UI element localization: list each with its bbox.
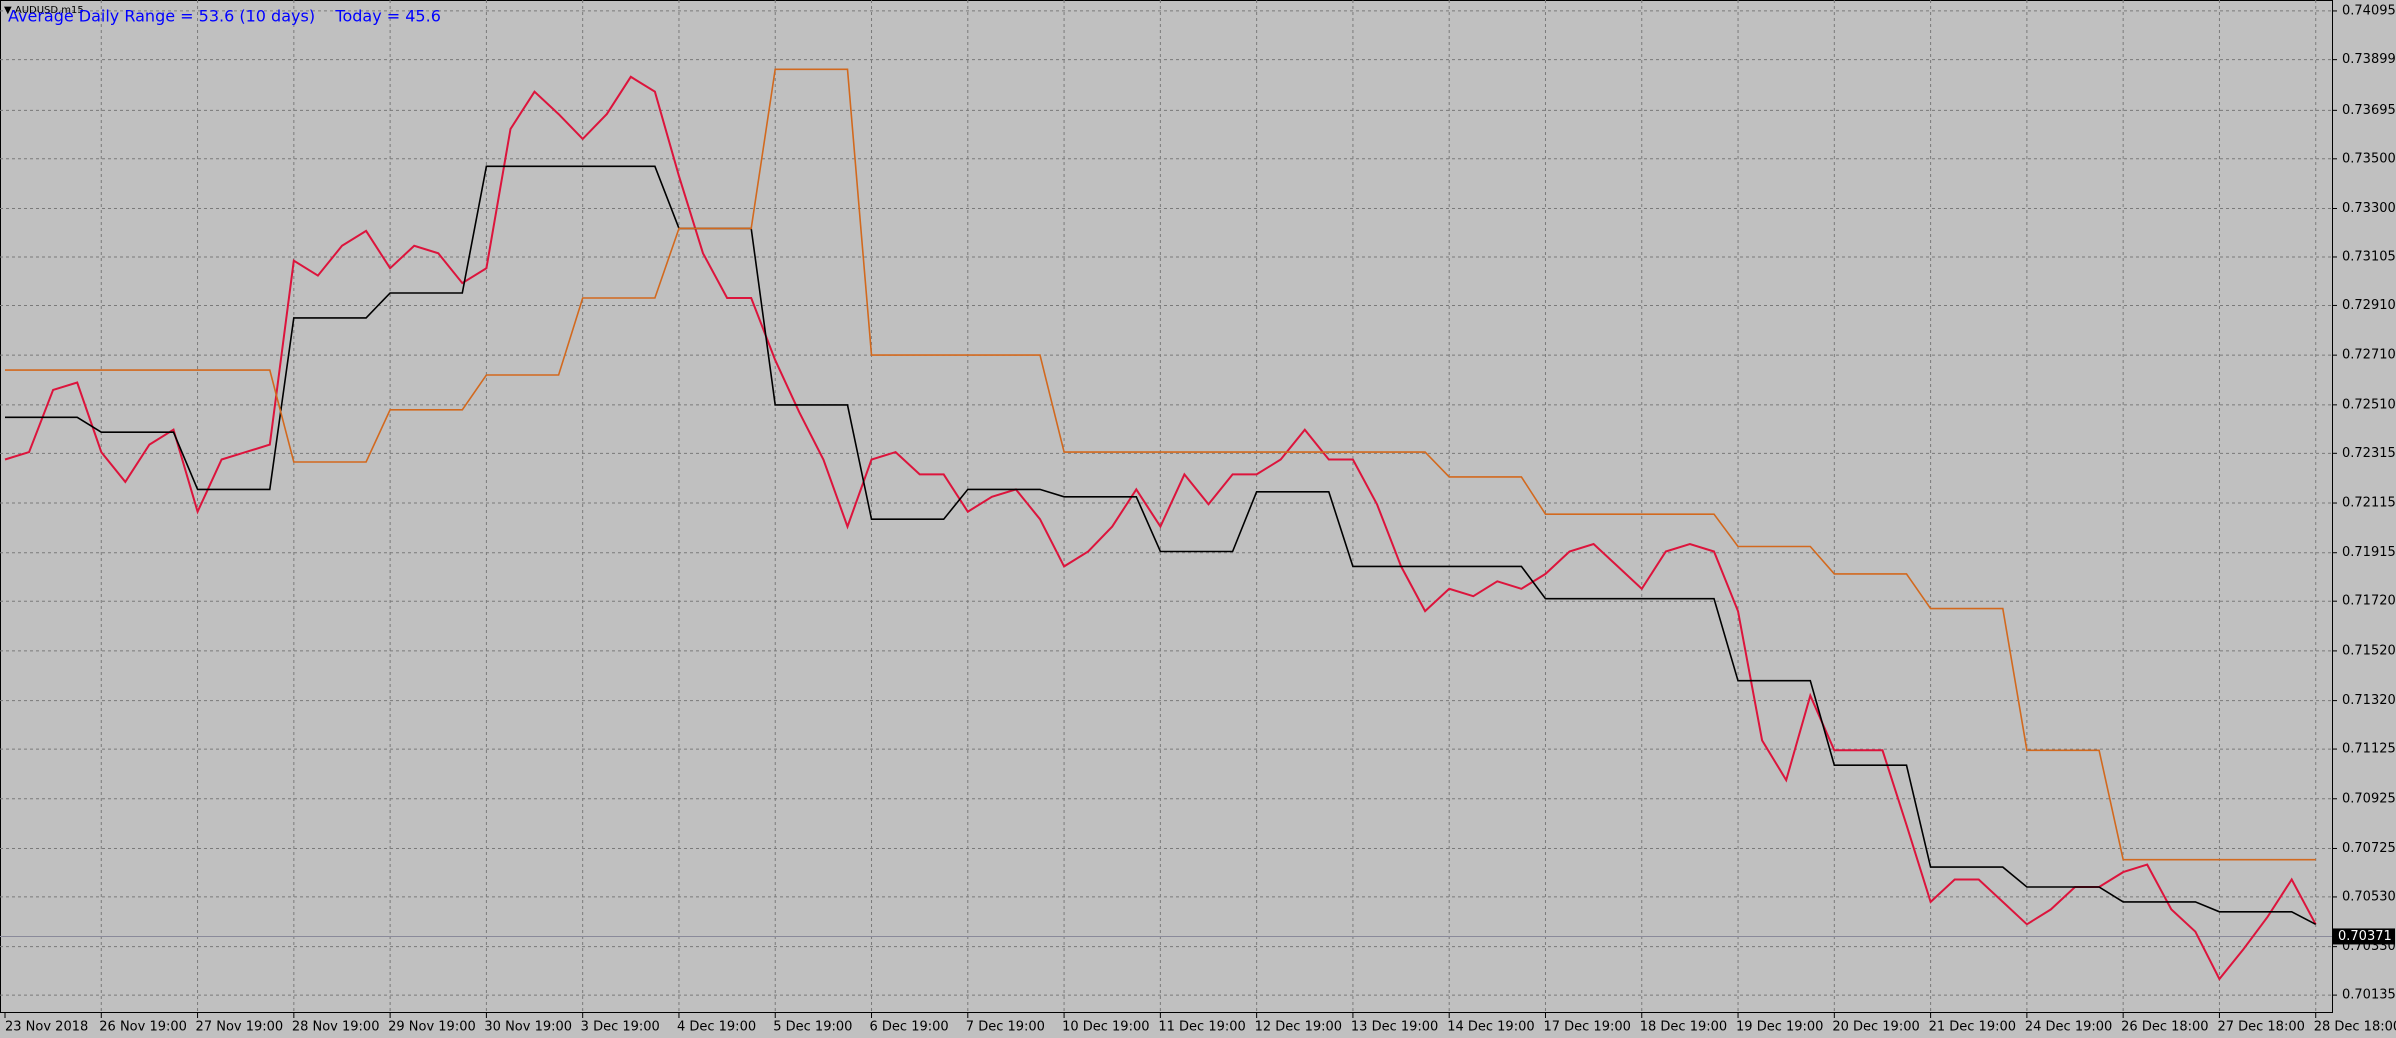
x-tick-label: 27 Nov 19:00 (196, 1020, 284, 1035)
y-tick-label: 0.70135 (2342, 988, 2396, 1003)
x-tick-label: 26 Dec 18:00 (2121, 1020, 2208, 1035)
x-tick-label: 29 Nov 19:00 (388, 1020, 476, 1035)
y-tick-label: 0.73899 (2342, 52, 2396, 67)
y-tick-label: 0.74095 (2342, 3, 2396, 18)
x-tick-label: 10 Dec 19:00 (1062, 1020, 1149, 1035)
x-tick-label: 28 Nov 19:00 (292, 1020, 380, 1035)
x-tick-label: 4 Dec 19:00 (677, 1020, 756, 1035)
x-tick-label: 27 Dec 18:00 (2217, 1020, 2304, 1035)
y-tick-label: 0.73300 (2342, 201, 2396, 216)
x-tick-label: 21 Dec 19:00 (1929, 1020, 2016, 1035)
y-tick-label: 0.70725 (2342, 841, 2396, 856)
y-tick-label: 0.72910 (2342, 298, 2396, 313)
x-tick-label: 5 Dec 19:00 (773, 1020, 852, 1035)
x-tick-label: 14 Dec 19:00 (1447, 1020, 1534, 1035)
y-tick-label: 0.70530 (2342, 889, 2396, 904)
x-tick-label: 3 Dec 19:00 (581, 1020, 660, 1035)
y-tick-label: 0.73695 (2342, 103, 2396, 118)
y-tick-label: 0.70925 (2342, 791, 2396, 806)
y-tick-label: 0.72315 (2342, 446, 2396, 461)
current-price-box (2333, 928, 2395, 945)
series-line (5, 165, 2317, 926)
y-tick-label: 0.72510 (2342, 397, 2396, 412)
series-line (4, 75, 2317, 981)
grid (0, 0, 2332, 1013)
y-tick-label: 0.73500 (2342, 151, 2396, 166)
x-tick-label: 18 Dec 19:00 (1640, 1020, 1727, 1035)
x-tick-label: 20 Dec 19:00 (1832, 1020, 1919, 1035)
y-tick-label: 0.73105 (2342, 249, 2396, 264)
x-tick-label: 24 Dec 19:00 (2025, 1020, 2112, 1035)
y-tick-label: 0.71915 (2342, 545, 2396, 560)
x-tick-label: 11 Dec 19:00 (1158, 1020, 1245, 1035)
y-tick-label: 0.71520 (2342, 643, 2396, 658)
y-tick-label: 0.72115 (2342, 496, 2396, 511)
current-price-label: 0.70371 (2338, 929, 2392, 944)
x-tick-label: 28 Dec 18:00 (2314, 1020, 2396, 1035)
x-tick-label: 6 Dec 19:00 (870, 1020, 949, 1035)
series-line (5, 68, 2316, 861)
y-tick-label: 0.72710 (2342, 348, 2396, 363)
x-tick-label: 12 Dec 19:00 (1255, 1020, 1342, 1035)
x-tick-label: 26 Nov 19:00 (99, 1020, 187, 1035)
x-tick-label: 7 Dec 19:00 (966, 1020, 1045, 1035)
x-tick-label: 30 Nov 19:00 (484, 1020, 572, 1035)
x-tick-label: 17 Dec 19:00 (1543, 1020, 1630, 1035)
x-tick-label: 13 Dec 19:00 (1351, 1020, 1438, 1035)
x-tick-label: 23 Nov 2018 (5, 1020, 88, 1035)
y-tick-label: 0.71320 (2342, 693, 2396, 708)
marks (4, 68, 2317, 981)
plot-area (0, 0, 2333, 1013)
chart-title: Average Daily Range = 53.6 (10 days) Tod… (8, 7, 441, 26)
symbol-label: ▼ AUDUSD,m15 (4, 5, 84, 16)
y-tick-label: 0.71125 (2342, 742, 2396, 757)
x-tick-label: 19 Dec 19:00 (1736, 1020, 1823, 1035)
y-tick-label: 0.71720 (2342, 594, 2396, 609)
